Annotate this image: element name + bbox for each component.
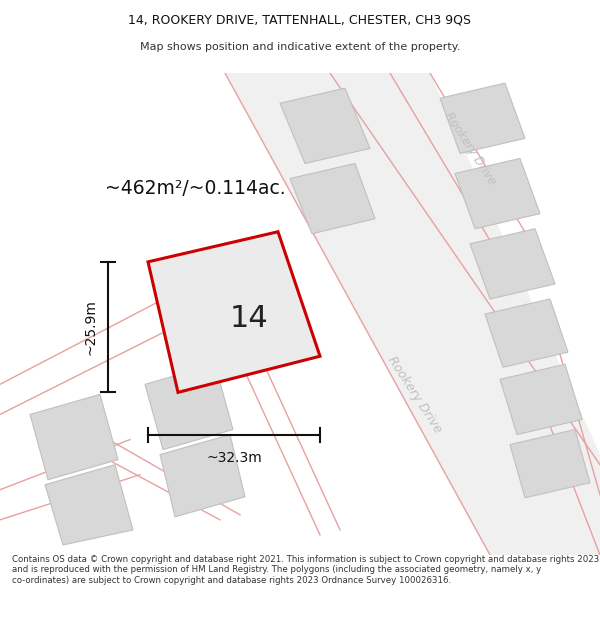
Polygon shape <box>455 159 540 229</box>
Polygon shape <box>160 434 245 517</box>
Text: 14: 14 <box>230 304 268 333</box>
Polygon shape <box>30 394 118 480</box>
Polygon shape <box>280 88 370 164</box>
Text: 14, ROOKERY DRIVE, TATTENHALL, CHESTER, CH3 9QS: 14, ROOKERY DRIVE, TATTENHALL, CHESTER, … <box>128 13 472 26</box>
Polygon shape <box>440 83 525 153</box>
Polygon shape <box>45 464 133 545</box>
Text: Rookery Drive: Rookery Drive <box>385 354 445 435</box>
Text: Contains OS data © Crown copyright and database right 2021. This information is : Contains OS data © Crown copyright and d… <box>12 555 599 585</box>
Text: ~25.9m: ~25.9m <box>84 299 98 355</box>
Text: ~462m²/~0.114ac.: ~462m²/~0.114ac. <box>104 179 286 198</box>
Polygon shape <box>148 232 320 392</box>
Polygon shape <box>290 164 375 234</box>
Text: ~32.3m: ~32.3m <box>206 451 262 464</box>
Text: Rookery Drive: Rookery Drive <box>442 110 498 187</box>
Text: Map shows position and indicative extent of the property.: Map shows position and indicative extent… <box>140 42 460 52</box>
Polygon shape <box>470 229 555 299</box>
Polygon shape <box>500 364 582 434</box>
Polygon shape <box>485 299 568 368</box>
Polygon shape <box>225 73 600 555</box>
Polygon shape <box>145 364 233 449</box>
Polygon shape <box>510 429 590 498</box>
